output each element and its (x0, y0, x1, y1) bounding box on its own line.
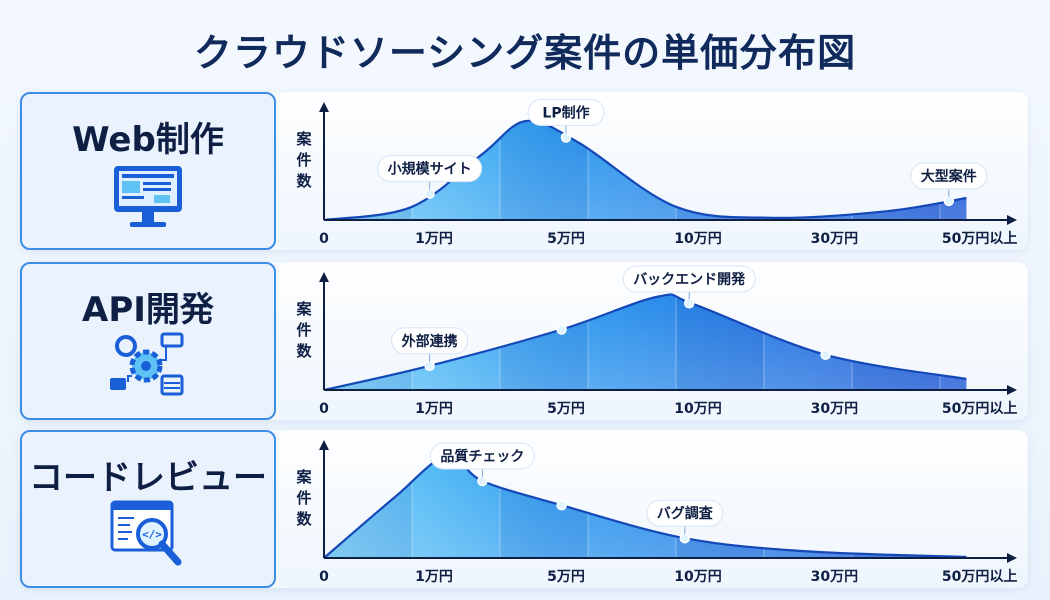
callout-pill (391, 327, 469, 355)
callout-label: バックエンド開発 (633, 271, 746, 288)
x-tick-label: 30万円 (811, 401, 858, 417)
callout-label: 品質チェック (440, 448, 524, 465)
data-point-marker (679, 532, 691, 544)
distribution-area-sheen (324, 294, 967, 390)
x-axis-arrow (1007, 215, 1017, 225)
callout-label: 外部連携 (402, 333, 458, 350)
x-tick-label: 50万円以上 (942, 569, 1017, 585)
x-axis-arrow (1007, 385, 1017, 395)
data-point-marker (556, 324, 567, 335)
chart-api: 案件数 0 1万円 5万円 10万円 30万円 50万円以上 外部連携 バックエンド開発 (278, 262, 1028, 420)
x-tick-label: 1万円 (415, 569, 453, 585)
x-tick-label: 5万円 (547, 569, 585, 585)
gear-network-icon (110, 332, 184, 396)
x-tick-label: 30万円 (811, 569, 858, 585)
callout-pill (622, 265, 756, 293)
y-axis-arrow (319, 272, 329, 282)
x-tick-label: 0 (319, 569, 329, 585)
x-axis-arrow (1007, 553, 1017, 563)
x-tick-label: 5万円 (547, 231, 585, 247)
y-axis-label: 案 (295, 468, 312, 486)
callout-label: 大型案件 (921, 168, 977, 185)
row-web: Web制作 案件数 0 1万円 5万円 10万円 30万円 50万円以上 小規模サイト LP制作… (20, 92, 1028, 250)
code-review-icon: </> (110, 500, 182, 566)
data-point-marker (560, 132, 572, 143)
data-point-marker (943, 195, 955, 207)
callout-pill (377, 155, 483, 183)
y-axis-label: 件 (296, 151, 311, 169)
x-tick-label: 1万円 (415, 401, 453, 417)
data-point-marker (683, 297, 695, 309)
x-tick-label: 10万円 (674, 569, 721, 585)
y-axis-label: 案 (295, 300, 312, 318)
callout-label: バグ調査 (657, 505, 714, 522)
distribution-area-sheen (324, 120, 967, 220)
x-tick-label: 50万円以上 (942, 401, 1017, 417)
category-card-review[interactable]: コードレビュー </> (20, 430, 276, 588)
callout-pill (646, 499, 724, 527)
callout-pill (527, 99, 605, 126)
monitor-icon (114, 166, 182, 227)
data-point-marker (556, 499, 567, 511)
y-axis-label: 数 (296, 510, 312, 528)
distribution-area-sheen (324, 455, 967, 558)
page-title: クラウドソーシング案件の単価分布図 (193, 31, 857, 75)
data-point-marker (820, 349, 831, 361)
category-card-web[interactable]: Web制作 (20, 92, 276, 250)
callout-pill (910, 162, 988, 190)
category-label: コードレビュー (29, 458, 267, 498)
svg-text:</>: </> (142, 528, 162, 541)
y-axis-arrow (319, 440, 329, 450)
y-axis-label: 案 (295, 130, 312, 148)
category-card-api[interactable]: API開発 (20, 262, 276, 420)
x-tick-label: 0 (319, 231, 329, 247)
callout-label: 小規模サイト (388, 161, 472, 178)
y-axis-label: 数 (296, 172, 312, 190)
x-tick-label: 30万円 (811, 231, 858, 247)
x-tick-label: 10万円 (674, 231, 721, 247)
y-axis-label: 件 (296, 489, 311, 507)
category-label: API開発 (82, 290, 214, 330)
category-label: Web制作 (72, 120, 224, 160)
y-axis-label: 件 (296, 321, 311, 339)
callout-pill (429, 442, 535, 470)
x-tick-label: 0 (319, 401, 329, 417)
data-point-marker (477, 475, 488, 487)
y-axis-arrow (319, 102, 329, 112)
x-tick-label: 1万円 (415, 231, 453, 247)
row-review: コードレビュー </> 案件数 0 1万円 5万円 10万円 30万円 50万円以上 品質チェ… (20, 430, 1028, 588)
row-api: API開発 案件数 0 1万円 5万円 10万円 30万円 50万円以上 外部連携 バックエンド… (20, 262, 1028, 420)
y-axis-label: 数 (296, 342, 312, 360)
data-point-marker (424, 188, 435, 199)
x-tick-label: 10万円 (674, 401, 721, 417)
x-tick-label: 50万円以上 (942, 231, 1017, 247)
callout-label: LP制作 (542, 105, 589, 122)
x-tick-label: 5万円 (547, 401, 585, 417)
data-point-marker (424, 360, 435, 372)
